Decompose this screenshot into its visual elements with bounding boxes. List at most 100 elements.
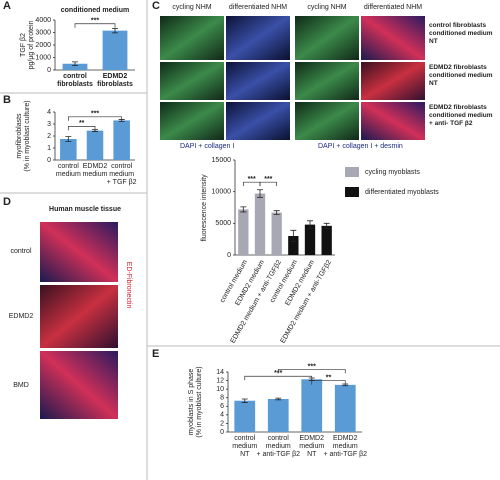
significance-bracket <box>67 116 123 121</box>
y-tick-label: 2 <box>47 133 51 140</box>
y-tick-label: 4 <box>47 109 51 116</box>
bar <box>238 209 249 255</box>
y-tick-label: 4000 <box>35 17 51 24</box>
y-tick-label: 15000 <box>212 157 232 164</box>
micrograph <box>361 102 425 140</box>
bar <box>62 63 88 70</box>
bar <box>267 399 289 432</box>
column-label: cycling NHM <box>307 4 347 11</box>
y-tick-label: 2 <box>220 420 224 427</box>
bar <box>271 212 282 255</box>
bar <box>254 193 266 255</box>
panel-letter: A <box>3 0 11 12</box>
bar <box>60 139 77 160</box>
y-tick-label: 3000 <box>35 29 51 36</box>
significance-bracket <box>259 181 278 187</box>
significance-bracket <box>277 369 346 374</box>
legend-label: cycling myoblasts <box>365 169 420 176</box>
significance-label: *** <box>248 176 256 183</box>
error-bar <box>323 222 330 229</box>
x-tick-label: EDMD2 medium NT <box>299 435 325 458</box>
row-label: control <box>10 248 32 255</box>
significance-label: *** <box>91 18 99 25</box>
micrograph <box>226 16 290 60</box>
column-label: differentiated NHM <box>228 4 288 11</box>
significance-label: ** <box>79 120 85 127</box>
significance-label: ** <box>326 374 332 381</box>
y-tick-label: 2000 <box>35 42 51 49</box>
bar <box>304 224 316 255</box>
legend-swatch <box>345 187 359 197</box>
x-tick-label: EDMD2 fibroblasts <box>97 73 133 88</box>
error-bar <box>240 206 247 213</box>
y-tick-label: 12 <box>216 377 224 384</box>
y-tick-label: 3 <box>47 121 51 128</box>
error-bar <box>65 136 72 142</box>
micrograph <box>40 285 118 348</box>
legend-label: differentiated myoblasts <box>365 189 439 196</box>
panel-letter: E <box>152 348 160 360</box>
error-bar <box>241 398 248 403</box>
x-tick-label: control medium + anti-TGF β2 <box>256 435 300 458</box>
micrograph <box>226 62 290 100</box>
significance-bracket <box>67 126 96 131</box>
micrographs <box>40 16 425 419</box>
legend-swatch <box>345 167 359 177</box>
y-tick-label: 0 <box>47 157 51 164</box>
y-tick-label: 14 <box>216 369 224 376</box>
y-tick-label: 1000 <box>35 54 51 61</box>
error-bar <box>112 27 118 34</box>
panel-letter: B <box>3 94 11 106</box>
error-bar <box>273 210 280 215</box>
significance-label: *** <box>274 370 282 377</box>
panel-title: Human muscle tissue <box>49 206 121 213</box>
error-bar <box>275 397 282 401</box>
significance-label: *** <box>91 111 99 118</box>
stain-label: DAPI + collagen I <box>180 143 235 150</box>
bar <box>113 120 130 160</box>
y-tick-label: 0 <box>47 67 51 74</box>
micrograph <box>295 102 359 140</box>
row-label: BMD <box>13 382 29 389</box>
bar <box>321 225 332 255</box>
y-tick-label: 10 <box>216 386 224 393</box>
significance-label: *** <box>264 176 272 183</box>
micrograph <box>160 62 224 100</box>
row-label: EDMD2 fibroblasts conditioned medium + a… <box>429 104 493 127</box>
x-tick-label: EDMD2 medium + anti-TGF β2 <box>323 435 367 458</box>
micrograph <box>226 102 290 140</box>
row-label: EDMD2 fibroblasts conditioned medium NT <box>429 64 493 87</box>
row-label: EDMD2 <box>8 313 34 320</box>
chart-title: conditioned medium <box>61 7 129 14</box>
error-bar <box>72 61 78 67</box>
micrograph <box>295 16 359 60</box>
y-tick-label: 10000 <box>212 189 232 196</box>
micrograph <box>361 62 425 100</box>
micrograph <box>295 62 359 100</box>
significance-label: *** <box>308 363 316 370</box>
micrograph <box>361 16 425 60</box>
y-axis-label: TGF β2 pg/µg of protein <box>20 20 35 70</box>
significance-bracket <box>74 23 116 28</box>
micrograph <box>40 351 118 419</box>
bar <box>102 30 128 70</box>
error-bar <box>307 220 313 229</box>
significance-bracket <box>244 375 313 381</box>
y-axis-label: myoblasts in S phase (% in myoblast cult… <box>188 366 203 438</box>
y-tick-label: 4 <box>220 412 224 419</box>
micrograph <box>160 102 224 140</box>
significance-bracket <box>311 380 346 385</box>
x-tick-label: control fibroblasts <box>57 73 93 88</box>
y-tick-label: 0 <box>227 252 231 259</box>
y-tick-label: 8 <box>220 395 224 402</box>
bar <box>234 400 256 432</box>
stain-label: DAPI + collagen I + desmin <box>318 143 403 150</box>
y-tick-label: 0 <box>220 429 224 436</box>
y-tick-label: 1 <box>47 145 51 152</box>
x-tick-label: control medium NT <box>232 435 258 458</box>
row-label: control fibroblasts conditioned medium N… <box>429 22 493 45</box>
y-axis-label: myofibroblasts (% in myoblast culture) <box>16 100 31 172</box>
